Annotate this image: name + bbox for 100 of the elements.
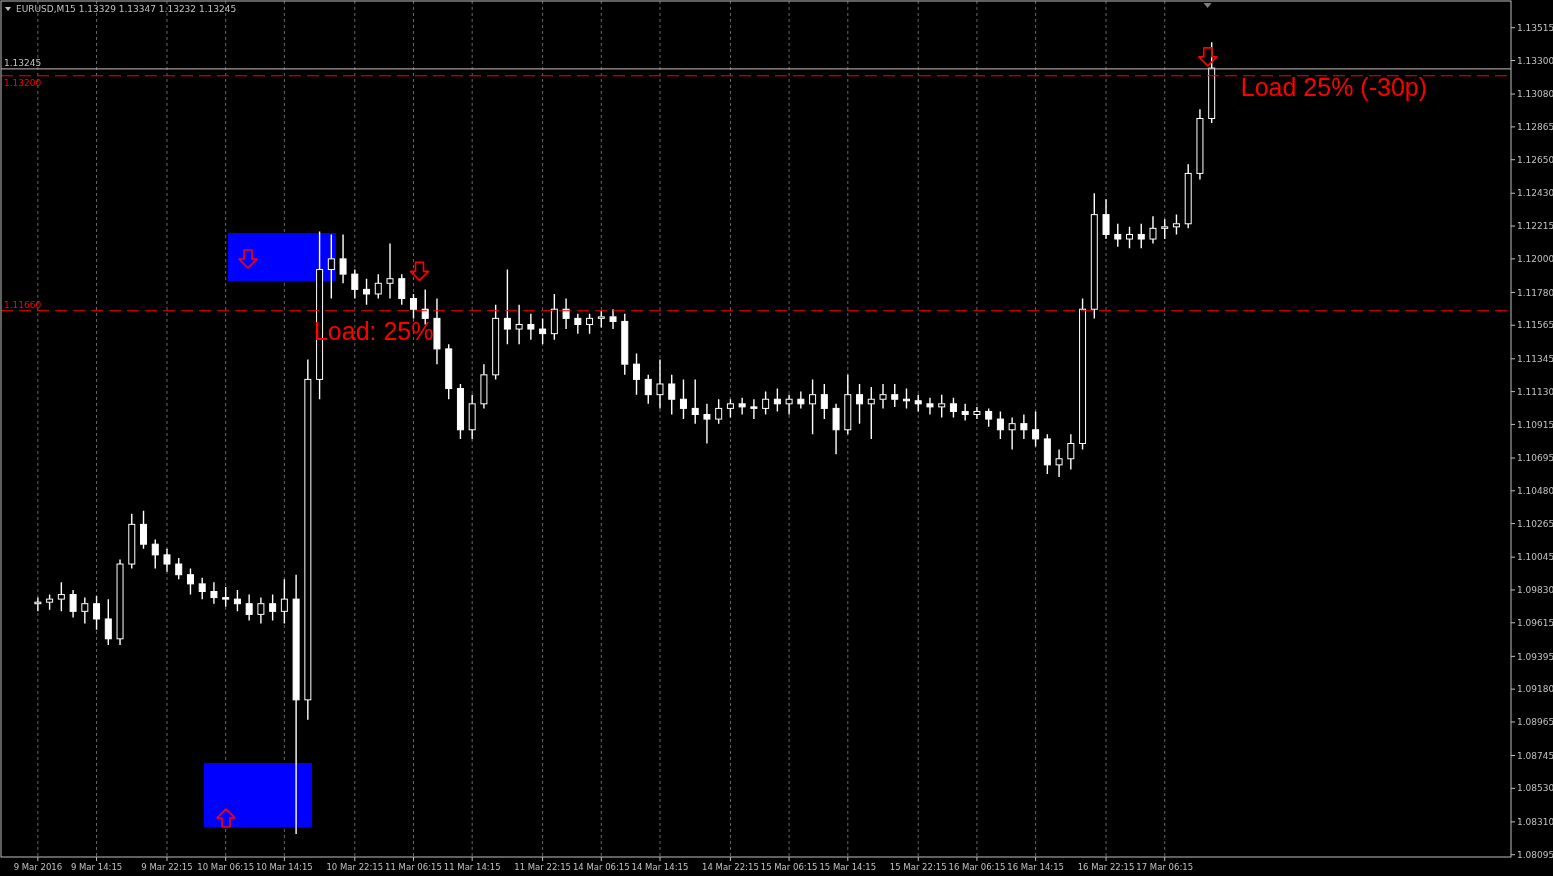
candlestick — [938, 393, 946, 419]
candlestick — [492, 303, 500, 381]
candlestick — [1020, 413, 1028, 440]
candlestick — [973, 406, 981, 420]
candlestick — [1090, 192, 1098, 320]
y-tick-label: 1.12650 — [1517, 154, 1553, 165]
candlestick — [809, 378, 817, 436]
candlestick — [245, 593, 253, 622]
y-tick-label: 1.11345 — [1517, 353, 1553, 364]
x-tick-label: 10 Mar 06:15 — [197, 862, 255, 872]
candlestick — [222, 586, 230, 608]
candlestick — [1102, 198, 1110, 240]
candlestick — [1149, 215, 1157, 245]
x-tick-label: 10 Mar 22:15 — [326, 862, 384, 872]
candlestick — [539, 317, 547, 346]
y-tick-label: 1.10045 — [1517, 552, 1553, 563]
candlestick — [527, 313, 535, 341]
candlestick — [81, 596, 89, 625]
candlestick — [621, 313, 629, 376]
y-tick-label: 1.08965 — [1517, 717, 1553, 728]
x-tick-label: 16 Mar 22:15 — [1077, 862, 1135, 872]
candlestick — [891, 383, 899, 408]
candlestick — [163, 548, 171, 573]
candlestick — [210, 581, 218, 605]
candlestick — [1114, 223, 1122, 248]
candlestick — [116, 558, 124, 646]
candlestick — [668, 374, 676, 416]
y-tick-label: 1.09830 — [1517, 585, 1553, 596]
candlestick — [93, 595, 101, 631]
candlestick — [69, 589, 77, 619]
y-tick-label: 1.10695 — [1517, 453, 1553, 464]
candlestick — [363, 278, 371, 306]
candlestick — [633, 352, 641, 396]
y-tick-label: 1.12215 — [1517, 221, 1553, 232]
y-tick-label: 1.09180 — [1517, 684, 1553, 695]
candlestick — [1055, 448, 1063, 478]
x-tick-label: 11 Mar 06:15 — [385, 862, 442, 872]
candlestick — [738, 397, 746, 416]
candlestick — [327, 233, 335, 300]
candlestick — [1008, 416, 1016, 451]
ref-line-label: 1.13245 — [4, 57, 42, 68]
candlestick — [480, 363, 488, 410]
y-tick-label: 1.09615 — [1517, 617, 1553, 628]
candlestick — [1067, 433, 1075, 471]
candlestick — [926, 397, 934, 416]
y-tick-label: 1.12000 — [1517, 254, 1553, 265]
y-tick-label: 1.09395 — [1517, 651, 1553, 662]
annotation: Load 25% (-30p) — [1240, 72, 1428, 101]
candlestick — [292, 574, 300, 835]
candlestick — [844, 374, 852, 436]
candlestick — [515, 303, 523, 346]
candlestick — [140, 509, 148, 550]
candlestick — [257, 596, 265, 625]
candlestick — [386, 242, 394, 300]
candlestick — [339, 233, 347, 284]
y-tick-label: 1.12430 — [1517, 188, 1553, 199]
y-tick-label: 1.08310 — [1517, 817, 1553, 828]
candlestick — [679, 378, 687, 420]
y-tick-label: 1.11565 — [1517, 320, 1553, 331]
x-tick-label: 11 Mar 14:15 — [443, 862, 501, 872]
x-tick-label: 15 Mar 22:15 — [889, 862, 947, 872]
candlestick — [574, 313, 582, 335]
candlestick — [773, 387, 781, 413]
candlestick — [961, 403, 969, 422]
candlestick — [691, 378, 699, 425]
candlestick — [269, 593, 277, 622]
y-tick-label: 1.13300 — [1517, 55, 1553, 66]
x-tick-label: 9 Mar 2016 — [13, 862, 63, 872]
x-tick-label: 10 Mar 14:15 — [255, 862, 313, 872]
candlestick — [867, 386, 875, 440]
candlestick — [550, 293, 558, 341]
candlestick — [797, 390, 805, 410]
candlestick — [785, 393, 793, 416]
y-tick-label: 1.10480 — [1517, 485, 1553, 496]
x-tick-label: 17 Mar 06:15 — [1136, 862, 1194, 872]
x-tick-label: 15 Mar 06:15 — [760, 862, 818, 872]
candlestick — [562, 297, 570, 330]
ref-line-label: 1.11660 — [4, 299, 42, 310]
candlestick — [104, 598, 112, 646]
candlestick — [1196, 108, 1204, 181]
x-tick-label: 16 Mar 14:15 — [1007, 862, 1064, 872]
candlestick — [151, 538, 159, 570]
x-tick-label: 16 Mar 06:15 — [948, 862, 1006, 872]
y-tick-label: 1.08095 — [1517, 849, 1553, 860]
candlestick — [468, 393, 476, 440]
candlestick — [503, 268, 511, 346]
candlestick — [832, 403, 840, 455]
candlestick — [703, 403, 711, 445]
candlestick — [856, 383, 864, 425]
candlestick — [820, 383, 828, 420]
candlestick — [609, 308, 617, 330]
x-tick-label: 15 Mar 14:15 — [819, 862, 877, 872]
x-tick-label: 9 Mar 14:15 — [70, 862, 123, 872]
x-tick-label: 11 Mar 22:15 — [514, 862, 571, 872]
x-tick-label: 14 Mar 14:15 — [631, 862, 689, 872]
candlestick — [433, 297, 441, 365]
candlestick — [1032, 410, 1040, 448]
x-tick-label: 14 Mar 06:15 — [572, 862, 630, 872]
chart-title: EURUSD,M15 1.13329 1.13347 1.13232 1.13245 — [16, 4, 237, 14]
x-tick-label: 9 Mar 22:15 — [141, 862, 193, 872]
